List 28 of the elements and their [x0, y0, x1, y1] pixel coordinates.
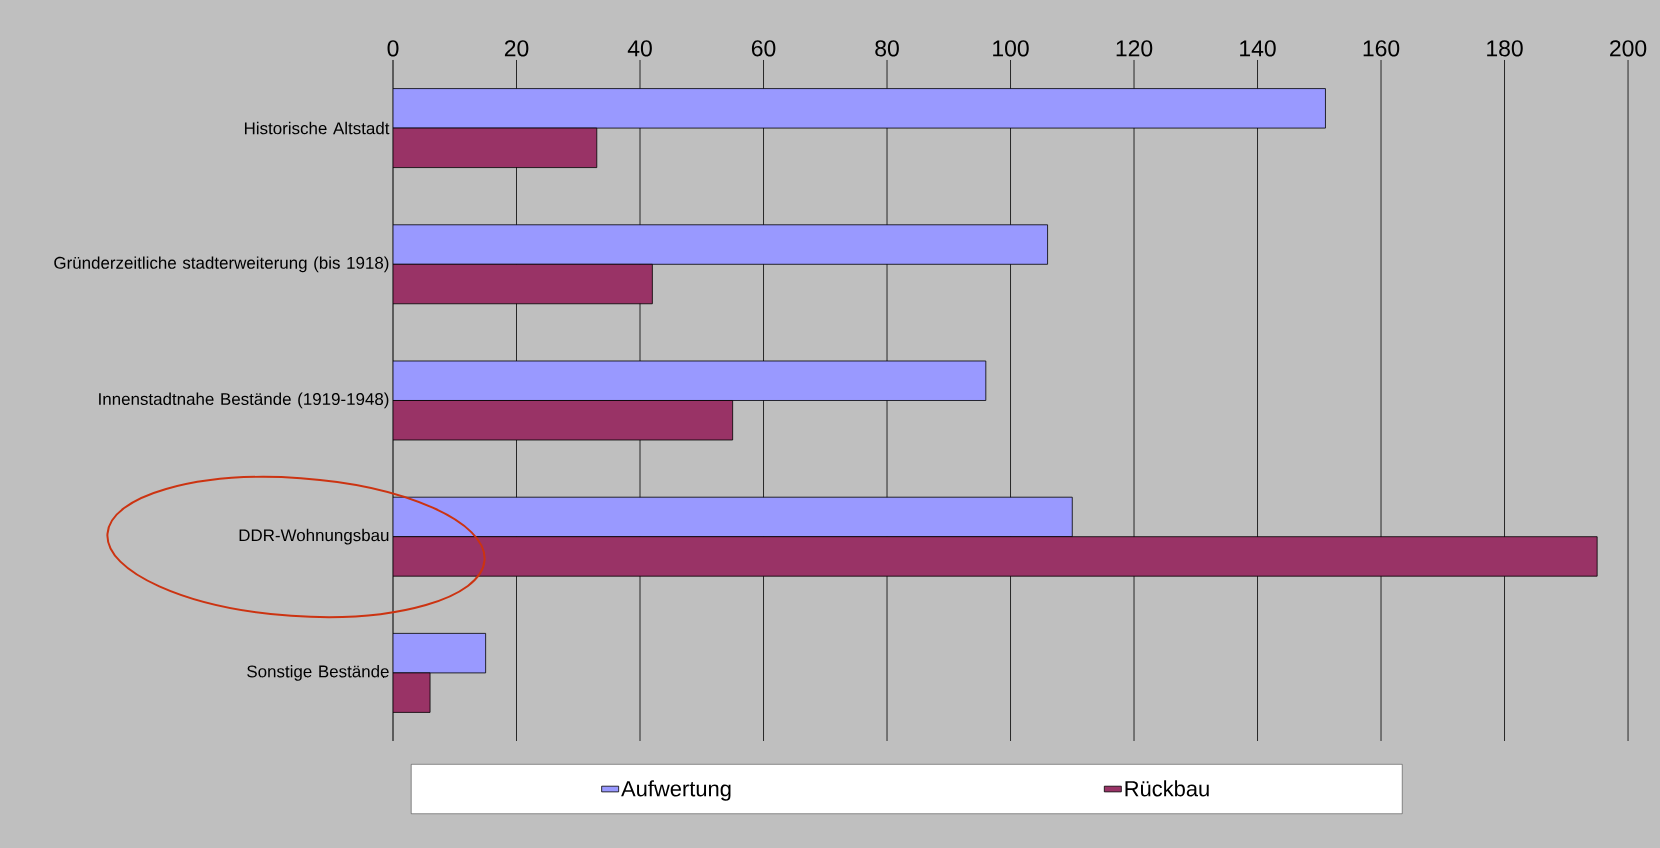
bar [393, 632, 487, 674]
bar [393, 536, 1598, 577]
x-tick-label: 0 [387, 40, 399, 57]
legend-label: Rückbau [1125, 780, 1209, 797]
legend-label: Aufwertung [621, 780, 731, 801]
x-tick-label: 120 [1116, 40, 1153, 57]
x-tick-label: 100 [993, 40, 1029, 57]
y-tick-label: Sonstige Bestände [247, 665, 389, 681]
y-tick-label: Innenstadtnahe Bestände (1919-1948) [99, 392, 389, 409]
bar [393, 360, 987, 401]
x-tick-label: 80 [875, 40, 899, 57]
bar [393, 672, 431, 713]
x-tick-label: 180 [1487, 40, 1523, 57]
bar [393, 127, 598, 168]
bar [393, 263, 653, 305]
y-tick-label: DDR-Wohnungsbau [239, 528, 389, 545]
x-tick-label: 140 [1240, 40, 1276, 57]
x-tick-label: 200 [1610, 40, 1647, 57]
x-tick-label: 40 [627, 40, 652, 57]
y-tick-label: Gründerzeitliche stadterweiterung (bis 1918) [54, 256, 389, 273]
x-tick-label: 20 [504, 40, 529, 57]
bar [393, 496, 1073, 538]
bar [393, 88, 1326, 129]
y-tick-label: Historische Altstadt [244, 121, 390, 135]
x-tick-label: 60 [751, 40, 776, 57]
x-tick-label: 160 [1363, 40, 1400, 57]
bar [393, 400, 734, 441]
bar [393, 224, 1048, 265]
